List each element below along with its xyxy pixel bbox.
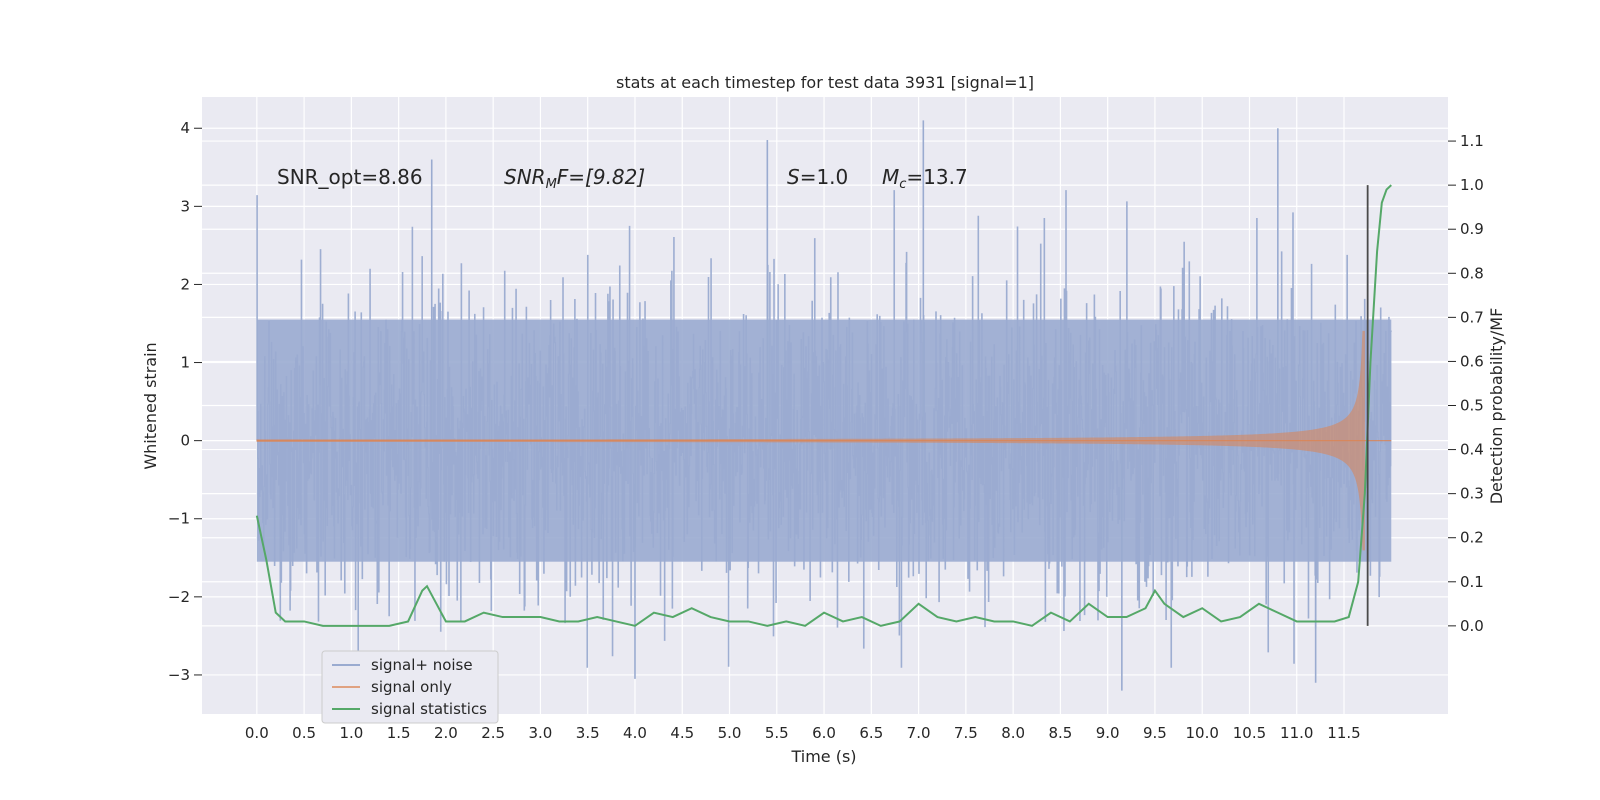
- y-right-tick-label: 0.2: [1460, 529, 1484, 547]
- x-tick-label: 4.5: [670, 724, 694, 742]
- x-tick-label: 10.5: [1233, 724, 1266, 742]
- x-tick-label: 7.0: [907, 724, 931, 742]
- x-tick-label: 8.0: [1001, 724, 1025, 742]
- annotation-snr-opt: SNR_opt=8.86: [277, 165, 423, 189]
- x-axis-label: Time (s): [790, 747, 856, 766]
- x-tick-label: 6.0: [812, 724, 836, 742]
- y-left-tick-label: 4: [180, 119, 190, 137]
- y-right-tick-label: 1.0: [1460, 176, 1484, 194]
- y-left-tick-label: 3: [180, 197, 190, 215]
- x-tick-label: 7.5: [954, 724, 978, 742]
- x-tick-label: 3.0: [529, 724, 553, 742]
- y-right-tick-label: 0.0: [1460, 617, 1484, 635]
- x-tick-label: 4.0: [623, 724, 647, 742]
- y-right-tick-label: 0.6: [1460, 352, 1484, 370]
- x-tick-label: 1.0: [339, 724, 363, 742]
- snr-mf-rest: F=[9.82]: [557, 165, 645, 189]
- x-tick-label: 3.5: [576, 724, 600, 742]
- x-tick-label: 5.0: [718, 724, 742, 742]
- y-left-tick-label: −2: [168, 588, 190, 606]
- y-axis-left-ticks: 4 3 2 1 0 −1 −2 −3: [168, 119, 202, 684]
- x-tick-label: 0.5: [292, 724, 316, 742]
- y-right-tick-label: 0.5: [1460, 397, 1484, 415]
- x-tick-label: 1.5: [387, 724, 411, 742]
- series-signal-only: [256, 330, 1392, 551]
- y-axis-right-ticks: 1.1 1.0 0.9 0.8 0.7 0.6 0.5 0.4 0.3 0.2 0.1 0.0: [1448, 132, 1484, 635]
- x-axis-ticks: 0.0 0.5 1.0 1.5 2.0 2.5 3.0 3.5 4.0 4.5 5.0 5.5 6.0 6…: [245, 724, 1361, 742]
- snr-mf-sub: M: [546, 177, 557, 192]
- legend-label-signal: signal only: [371, 678, 452, 696]
- y-left-tick-label: 1: [180, 354, 190, 372]
- y-left-tick-label: 0: [180, 432, 190, 450]
- annotation-snr-mf: SNRMF=[9.82]: [504, 165, 645, 192]
- x-tick-label: 10.0: [1186, 724, 1219, 742]
- y-axis-right-label: Detection probability/MF: [1487, 308, 1506, 505]
- x-tick-label: 0.0: [245, 724, 269, 742]
- x-tick-label: 11.5: [1327, 724, 1360, 742]
- mc-sub: c: [899, 177, 906, 192]
- x-tick-label: 6.5: [859, 724, 883, 742]
- x-tick-label: 8.5: [1048, 724, 1072, 742]
- annotation-mc: Mc=13.7: [882, 165, 968, 192]
- s-rest: =1.0: [800, 165, 849, 189]
- y-left-tick-label: −3: [168, 666, 190, 684]
- legend: signal+ noise signal only signal statist…: [321, 650, 499, 724]
- x-tick-label: 2.5: [481, 724, 505, 742]
- y-right-tick-label: 0.7: [1460, 308, 1484, 326]
- mc-var: M: [882, 165, 899, 189]
- y-right-tick-label: 0.8: [1460, 264, 1484, 282]
- y-left-tick-label: 2: [180, 275, 190, 293]
- y-axis-left-label: Whitened strain: [141, 342, 160, 469]
- legend-label-stats: signal statistics: [371, 700, 487, 718]
- y-right-tick-label: 0.4: [1460, 441, 1484, 459]
- x-tick-label: 11.0: [1280, 724, 1313, 742]
- mc-rest: =13.7: [906, 165, 967, 189]
- chart-title: stats at each timestep for test data 393…: [616, 73, 1034, 92]
- x-tick-label: 9.0: [1096, 724, 1120, 742]
- s-var: S: [787, 165, 800, 189]
- series-signal-statistics: [255, 184, 1392, 627]
- snr-mf-base: SNR: [504, 165, 546, 189]
- legend-label-noise: signal+ noise: [371, 656, 473, 674]
- legend-box: [321, 650, 499, 724]
- y-right-tick-label: 1.1: [1460, 132, 1484, 150]
- x-tick-label: 9.5: [1143, 724, 1167, 742]
- y-right-tick-label: 0.9: [1460, 220, 1484, 238]
- annotation-s: S=1.0: [787, 165, 848, 189]
- y-right-tick-label: 0.3: [1460, 485, 1484, 503]
- x-tick-label: 5.5: [765, 724, 789, 742]
- y-left-tick-label: −1: [168, 510, 190, 528]
- x-tick-label: 2.0: [434, 724, 458, 742]
- y-right-tick-label: 0.1: [1460, 573, 1484, 591]
